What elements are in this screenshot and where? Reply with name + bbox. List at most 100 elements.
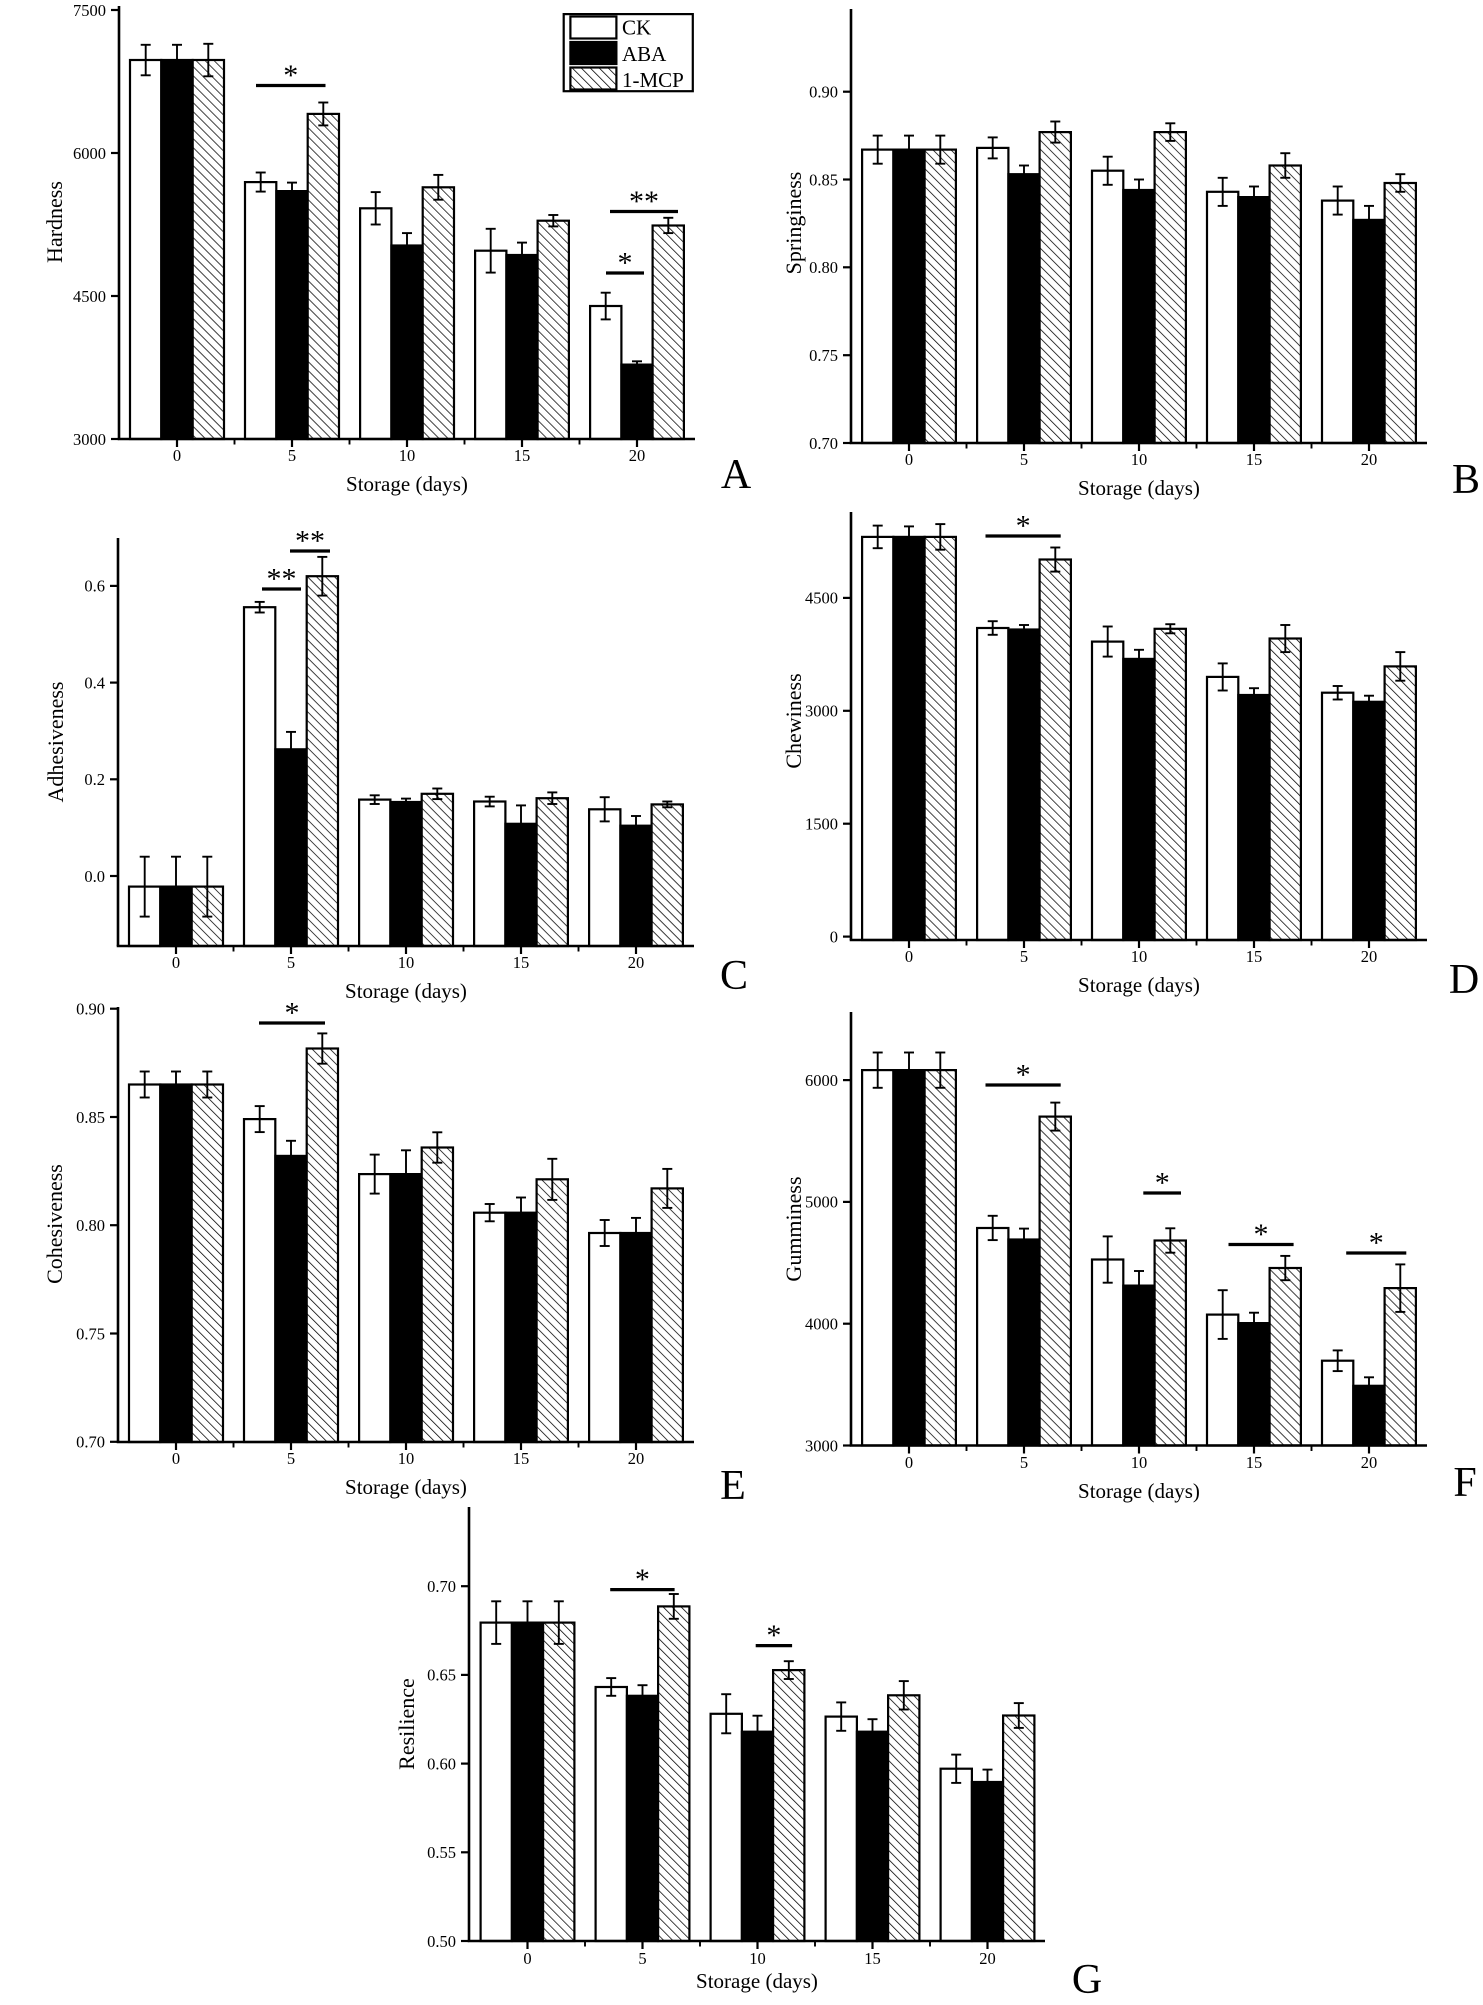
- svg-text:*: *: [618, 247, 633, 280]
- svg-text:20: 20: [979, 1949, 996, 1968]
- svg-text:0.4: 0.4: [84, 673, 105, 692]
- svg-text:10: 10: [1131, 947, 1148, 966]
- svg-text:CK: CK: [622, 15, 651, 39]
- svg-text:1-MCP: 1-MCP: [622, 68, 684, 92]
- svg-text:*: *: [766, 1619, 781, 1652]
- svg-text:*: *: [1016, 510, 1031, 543]
- svg-text:20: 20: [628, 1449, 645, 1468]
- svg-text:4000: 4000: [805, 1315, 838, 1334]
- svg-text:0: 0: [830, 927, 838, 946]
- svg-text:0.50: 0.50: [427, 1932, 456, 1951]
- svg-text:Storage (days): Storage (days): [345, 979, 467, 1003]
- svg-text:10: 10: [1131, 1453, 1148, 1472]
- svg-text:5: 5: [287, 953, 295, 972]
- svg-text:6000: 6000: [805, 1071, 838, 1090]
- svg-text:Storage (days): Storage (days): [1078, 1479, 1200, 1503]
- svg-text:5: 5: [1020, 1453, 1028, 1472]
- svg-text:Cohesiveness: Cohesiveness: [42, 1164, 67, 1284]
- svg-text:0: 0: [523, 1949, 531, 1968]
- svg-text:A: A: [721, 452, 752, 498]
- svg-text:0.90: 0.90: [76, 1000, 105, 1019]
- svg-text:15: 15: [513, 1449, 530, 1468]
- svg-text:C: C: [720, 953, 748, 999]
- svg-text:20: 20: [1361, 947, 1378, 966]
- svg-text:0.70: 0.70: [76, 1433, 105, 1452]
- svg-text:*: *: [1254, 1218, 1269, 1251]
- svg-text:0.85: 0.85: [76, 1108, 105, 1127]
- svg-text:10: 10: [398, 953, 415, 972]
- svg-text:15: 15: [514, 446, 531, 465]
- svg-text:Storage (days): Storage (days): [1078, 476, 1200, 500]
- svg-text:0.80: 0.80: [809, 258, 838, 277]
- svg-text:*: *: [283, 59, 298, 92]
- svg-text:**: **: [295, 525, 325, 558]
- svg-text:0.60: 0.60: [427, 1754, 456, 1773]
- svg-text:0: 0: [172, 1449, 180, 1468]
- svg-text:0.90: 0.90: [809, 83, 838, 102]
- svg-text:ABA: ABA: [622, 42, 667, 66]
- svg-text:0.70: 0.70: [427, 1577, 456, 1596]
- svg-text:0.2: 0.2: [84, 770, 105, 789]
- svg-text:0: 0: [172, 953, 180, 972]
- svg-text:*: *: [635, 1563, 650, 1596]
- svg-text:Springiness: Springiness: [781, 172, 806, 275]
- svg-text:20: 20: [1361, 1453, 1378, 1472]
- svg-text:Storage (days): Storage (days): [1078, 973, 1200, 997]
- svg-text:0.55: 0.55: [427, 1843, 456, 1862]
- svg-text:Storage (days): Storage (days): [345, 1475, 467, 1499]
- svg-text:Storage (days): Storage (days): [696, 1969, 818, 1993]
- svg-text:*: *: [1016, 1059, 1031, 1092]
- svg-text:20: 20: [629, 446, 646, 465]
- svg-text:0.6: 0.6: [84, 577, 105, 596]
- svg-text:3000: 3000: [805, 702, 838, 721]
- svg-text:4500: 4500: [805, 589, 838, 608]
- svg-text:20: 20: [628, 953, 645, 972]
- svg-text:3000: 3000: [73, 430, 106, 449]
- svg-text:G: G: [1072, 1957, 1102, 2000]
- svg-text:0: 0: [905, 947, 913, 966]
- svg-text:0: 0: [905, 450, 913, 469]
- svg-text:20: 20: [1361, 450, 1378, 469]
- svg-text:5: 5: [638, 1949, 646, 1968]
- svg-text:Gumminess: Gumminess: [781, 1176, 806, 1281]
- svg-text:Resilience: Resilience: [394, 1678, 419, 1770]
- svg-text:D: D: [1449, 957, 1479, 1003]
- svg-text:**: **: [267, 563, 297, 596]
- svg-text:Storage (days): Storage (days): [346, 472, 468, 496]
- svg-text:15: 15: [864, 1949, 881, 1968]
- svg-text:0: 0: [905, 1453, 913, 1472]
- svg-text:*: *: [285, 997, 300, 1030]
- svg-text:10: 10: [1131, 450, 1148, 469]
- svg-text:10: 10: [749, 1949, 766, 1968]
- svg-text:5: 5: [1020, 947, 1028, 966]
- svg-text:6000: 6000: [73, 144, 106, 163]
- svg-text:10: 10: [399, 446, 416, 465]
- svg-text:10: 10: [398, 1449, 415, 1468]
- svg-text:0.75: 0.75: [76, 1324, 105, 1343]
- svg-text:0.70: 0.70: [809, 434, 838, 453]
- svg-text:0.65: 0.65: [427, 1666, 456, 1685]
- svg-text:4500: 4500: [73, 287, 106, 306]
- svg-text:5000: 5000: [805, 1193, 838, 1212]
- svg-text:15: 15: [1246, 947, 1263, 966]
- svg-text:5: 5: [288, 446, 296, 465]
- svg-text:*: *: [1155, 1167, 1170, 1200]
- svg-text:E: E: [720, 1463, 746, 1509]
- svg-text:0.0: 0.0: [84, 867, 105, 886]
- svg-text:5: 5: [1020, 450, 1028, 469]
- svg-text:0.75: 0.75: [809, 346, 838, 365]
- svg-text:1500: 1500: [805, 815, 838, 834]
- svg-text:*: *: [1369, 1227, 1384, 1260]
- svg-text:0: 0: [173, 446, 181, 465]
- svg-text:0.80: 0.80: [76, 1216, 105, 1235]
- svg-text:15: 15: [1246, 1453, 1263, 1472]
- svg-text:F: F: [1453, 1460, 1476, 1506]
- svg-text:5: 5: [287, 1449, 295, 1468]
- svg-text:7500: 7500: [73, 1, 106, 20]
- svg-text:B: B: [1452, 457, 1480, 503]
- svg-text:**: **: [629, 185, 659, 218]
- svg-text:15: 15: [513, 953, 530, 972]
- svg-text:0.85: 0.85: [809, 170, 838, 189]
- svg-text:15: 15: [1246, 450, 1263, 469]
- svg-text:Adhesiveness: Adhesiveness: [43, 682, 68, 803]
